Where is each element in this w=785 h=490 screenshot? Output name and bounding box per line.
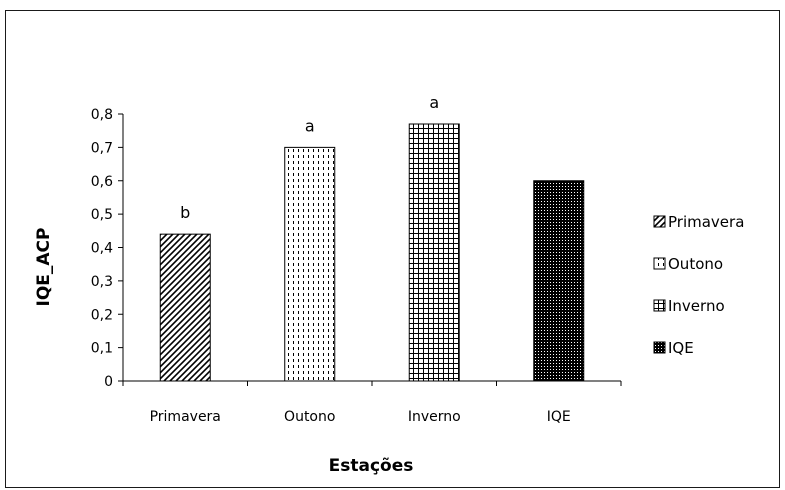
- y-axis-title: IQE_ACP: [34, 228, 54, 307]
- y-tick-label: 0,1: [91, 341, 113, 357]
- y-tick-label: 0: [104, 374, 113, 390]
- significance-label: a: [305, 116, 315, 135]
- bar-primavera: [159, 233, 211, 382]
- y-tick-labels: 0 0,1 0,2 0,3 0,4 0,5 0,6 0,7 0,8: [91, 107, 113, 390]
- x-tick-labels: Primavera Outono Inverno IQE: [150, 409, 571, 425]
- legend-label: Primavera: [668, 213, 744, 231]
- legend-swatch: [653, 257, 666, 270]
- legend-label: Inverno: [668, 297, 725, 315]
- significance-label: a: [429, 93, 439, 112]
- bar-chart: IQE_ACP Estações 00,10,20,30,40,50,60,70…: [34, 93, 744, 476]
- y-tick-label: 0,4: [91, 241, 113, 257]
- x-axis-title: Estações: [329, 456, 414, 476]
- legend: Primavera Outono Inverno IQE: [653, 213, 744, 357]
- y-tick-label: 0,6: [91, 174, 113, 190]
- legend-swatch: [653, 215, 666, 228]
- x-tick-label: Outono: [284, 409, 335, 425]
- legend-swatch: [653, 299, 666, 312]
- significance-label: b: [180, 203, 190, 222]
- x-tick-label: IQE: [547, 409, 571, 425]
- legend-label: Outono: [668, 255, 723, 273]
- significance-labels: b a a: [180, 93, 439, 222]
- bars: [159, 123, 585, 382]
- y-tick-label: 0,7: [91, 140, 113, 156]
- bar-iqe: [533, 180, 585, 382]
- y-tick-label: 0,3: [91, 274, 113, 290]
- x-tick-label: Inverno: [408, 409, 461, 425]
- y-tick-label: 0,8: [91, 107, 113, 123]
- chart-frame: IQE_ACP Estações 0 0,1 0,2 0,3 0,4 0,5 0,6 0,7 0…: [5, 10, 780, 488]
- legend-label: IQE: [668, 339, 694, 357]
- legend-swatch: [653, 341, 666, 354]
- x-tick-label: Primavera: [150, 409, 221, 425]
- bar-outono: [284, 146, 336, 382]
- bar-inverno: [408, 123, 460, 382]
- y-tick-label: 0,5: [91, 207, 113, 223]
- y-tick-label: 0,2: [91, 307, 113, 323]
